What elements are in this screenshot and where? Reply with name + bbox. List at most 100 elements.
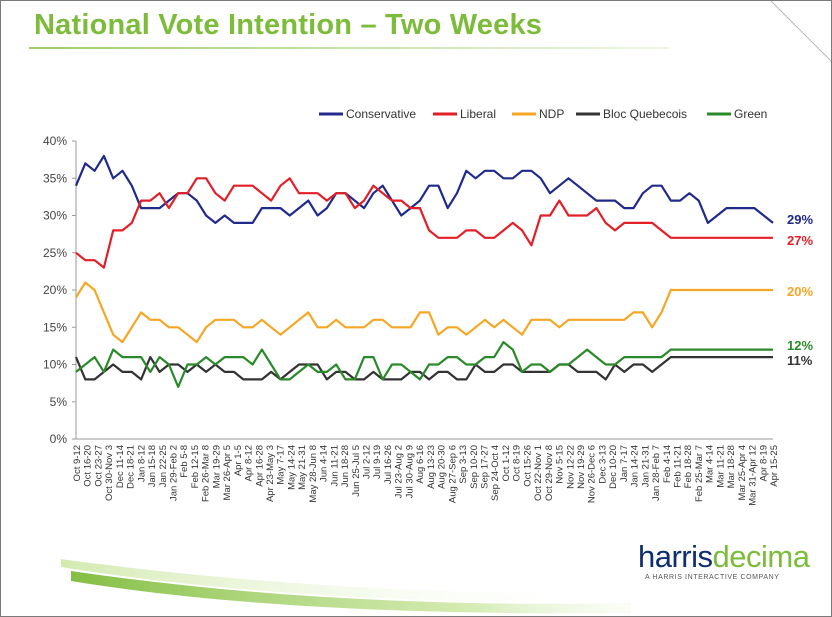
x-tick-label: Apr 8-19 — [758, 445, 769, 481]
x-tick-label: Mar 19-29 — [211, 445, 222, 488]
end-label-bloc-quebecois: 11% — [787, 353, 813, 368]
slide-title: National Vote Intention – Two Weeks — [34, 9, 543, 41]
brand-part2: decima — [712, 539, 810, 574]
x-tick-label: Feb 4-14 — [662, 445, 673, 483]
x-tick-label: Jan 29-Feb 2 — [169, 445, 180, 501]
x-tick-label: Oct 15-26 — [522, 445, 533, 487]
x-tick-label: Mar 4-14 — [705, 445, 716, 483]
x-tick-label: Apr 8-12 — [244, 445, 255, 481]
x-tick-label: Jul 30-Aug 9 — [404, 445, 415, 498]
x-tick-label: Apr 16-28 — [254, 445, 265, 487]
x-tick-label: Mar 31-Apr 12 — [748, 445, 759, 506]
series-line-conservative — [74, 154, 774, 224]
y-tick-label: 15% — [43, 320, 67, 334]
series-line-liberal — [75, 177, 773, 269]
corner-fold-icon — [771, 1, 831, 61]
x-tick-label: Sep 3-13 — [458, 445, 469, 484]
legend-label-liberal: Liberal — [460, 107, 496, 121]
end-label-ndp: 20% — [787, 284, 813, 299]
legend-label-conservative: Conservative — [346, 107, 416, 121]
title-underline — [29, 47, 669, 49]
footer-swoosh — [61, 559, 631, 614]
x-tick-label: Sep 10-20 — [469, 445, 480, 489]
legend-label-bloc-quebecois: Bloc Quebecois — [603, 107, 687, 121]
x-tick-label: Mar 26-Apr 5 — [222, 445, 233, 500]
x-tick-label: Jul 16-26 — [383, 445, 394, 484]
x-tick-label: Jun 4-14 — [319, 445, 330, 482]
x-tick-label: Nov 12-22 — [565, 445, 576, 489]
x-tick-label: Sep 24-Oct 4 — [490, 445, 501, 501]
x-tick-label: Nov 5-15 — [555, 445, 566, 484]
x-tick-label: Jan 22-25 — [158, 445, 169, 487]
x-tick-label: Feb 12-15 — [190, 445, 201, 488]
end-label-liberal: 27% — [787, 233, 813, 248]
x-tick-label: Dec 3-13 — [597, 445, 608, 484]
brand-logo: harrisdecima — [638, 539, 810, 575]
x-tick-label: Jan 14-24 — [630, 445, 641, 487]
series-line-ndp — [75, 281, 773, 344]
x-tick-label: Jan 28-Feb 7 — [651, 445, 662, 501]
x-tick-label: Aug 6-16 — [415, 445, 426, 484]
x-tick-label: Oct 16-20 — [83, 445, 94, 487]
y-tick-label: 10% — [43, 358, 67, 372]
x-tick-label: May 21-31 — [297, 445, 308, 490]
x-tick-label: Aug 13-23 — [426, 445, 437, 489]
x-tick-label: Feb 5-8 — [179, 445, 190, 478]
x-tick-label: Nov 19-29 — [576, 445, 587, 489]
x-tick-label: Jul 9-19 — [372, 445, 383, 479]
x-tick-label: Oct 23-27 — [93, 445, 104, 487]
x-tick-label: Apr 1-5 — [233, 445, 244, 476]
end-label-green: 12% — [787, 338, 813, 353]
x-tick-label: Feb 25-Mar 7 — [694, 445, 705, 502]
x-tick-label: Oct 1-12 — [501, 445, 512, 481]
x-tick-label: Jun 25-Jul 5 — [351, 445, 362, 497]
x-tick-label: May 7-17 — [276, 445, 287, 485]
x-tick-label: Dec 11-14 — [115, 445, 126, 488]
x-tick-label: Mar 11-21 — [715, 445, 726, 488]
x-tick-label: Oct 9-12 — [72, 445, 83, 481]
x-tick-label: Oct 29-Nov 8 — [544, 445, 555, 501]
x-tick-label: May 28-Jun 8 — [308, 445, 319, 503]
y-tick-label: 35% — [43, 171, 67, 185]
x-tick-label: Oct 30-Nov 3 — [104, 445, 115, 501]
series-line-bloc-quebecois — [74, 356, 773, 381]
x-tick-label: Oct 8-19 — [512, 445, 523, 481]
x-tick-label: Apr 23-May 3 — [265, 445, 276, 502]
x-tick-label: May 14-24 — [286, 445, 297, 490]
x-tick-label: Jun 18-28 — [340, 445, 351, 487]
x-tick-label: Jan 8-12 — [136, 445, 147, 482]
legend-label-ndp: NDP — [539, 107, 564, 121]
legend-label-green: Green — [734, 107, 767, 121]
x-tick-label: Mar 25-Apr 4 — [737, 445, 748, 500]
y-tick-label: 30% — [43, 209, 67, 223]
x-tick-label: Jan 15-18 — [147, 445, 158, 487]
y-tick-label: 25% — [43, 246, 67, 260]
x-tick-label: Feb 26-Mar 8 — [201, 445, 212, 502]
end-label-conservative: 29% — [787, 212, 813, 227]
y-tick-label: 20% — [43, 283, 67, 297]
x-tick-label: Jan 7-17 — [619, 445, 630, 482]
y-tick-label: 5% — [50, 395, 68, 409]
x-tick-label: Apr 15-25 — [769, 445, 780, 487]
x-tick-label: Jun 11-21 — [329, 445, 340, 487]
x-tick-label: Dec 10-20 — [608, 445, 619, 489]
y-tick-label: 0% — [50, 432, 68, 446]
x-tick-label: Aug 27-Sep 6 — [447, 445, 458, 503]
x-tick-label: Mar 18-28 — [726, 445, 737, 488]
x-tick-label: Feb 18-28 — [683, 445, 694, 488]
brand-tagline: A HARRIS INTERACTIVE COMPANY — [645, 574, 780, 581]
x-tick-label: Dec 18-21 — [126, 445, 137, 489]
x-tick-label: Feb 11-21 — [672, 445, 683, 488]
x-tick-label: Jul 2-12 — [362, 445, 373, 479]
x-tick-label: Sep 17-27 — [479, 445, 490, 489]
x-tick-label: Aug 20-30 — [437, 445, 448, 489]
x-tick-label: Nov 26-Dec 6 — [587, 445, 598, 503]
x-tick-label: Jul 23-Aug 2 — [394, 445, 405, 498]
x-tick-label: Oct 22-Nov 1 — [533, 445, 544, 501]
brand-part1: harris — [638, 539, 713, 574]
series-line-green — [75, 341, 773, 388]
y-tick-label: 40% — [43, 134, 67, 148]
x-tick-label: Jan 21-31 — [640, 445, 651, 487]
